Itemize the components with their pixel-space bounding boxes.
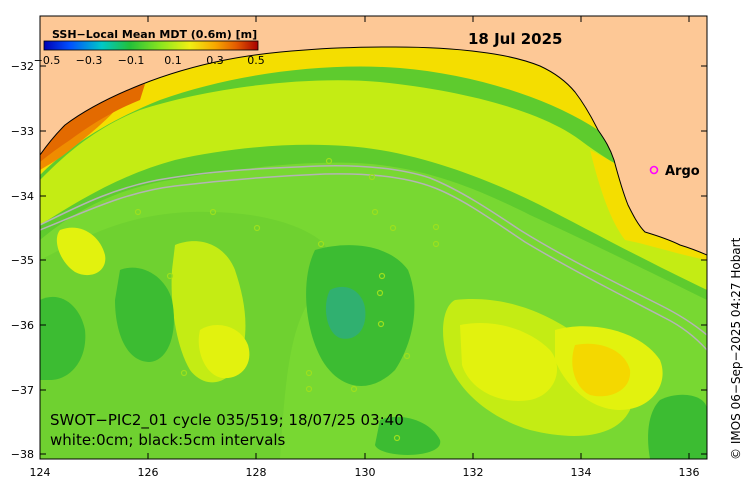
y-tick-label: −34 (11, 190, 34, 203)
y-axis: −32 −33 −34 −35 −36 −37 −38 (11, 60, 707, 461)
argo-float[interactable] (368, 173, 376, 181)
swath-track-1 (40, 165, 707, 336)
argo-float[interactable] (305, 385, 313, 393)
x-tick-label: 132 (463, 466, 484, 479)
argo-float[interactable] (134, 208, 142, 216)
anomaly-low-southeast (648, 394, 707, 459)
argo-float[interactable] (377, 320, 385, 328)
colorbar-title: SSH−Local Mean MDT (0.6m) [m] (52, 28, 257, 41)
argo-legend-icon (649, 165, 659, 175)
argo-float[interactable] (376, 289, 384, 297)
y-tick-label: −38 (11, 448, 34, 461)
imos-credit: © IMOS 06−Sep−2025 04:27 Hobart (729, 237, 743, 460)
argo-float[interactable] (393, 434, 401, 442)
x-axis: 124 126 128 130 132 134 136 (30, 16, 700, 479)
argo-float[interactable] (317, 240, 325, 248)
map-date: 18 Jul 2025 (468, 30, 562, 48)
y-tick-label: −37 (11, 384, 34, 397)
anomaly-blob-southeast-core (572, 343, 631, 397)
x-tick-label: 134 (571, 466, 592, 479)
swath-annotation-line1: SWOT−PIC2_01 cycle 035/519; 18/07/25 03:… (50, 411, 404, 430)
argo-float[interactable] (350, 385, 358, 393)
x-tick-label: 124 (30, 466, 51, 479)
colorbar-ramp (43, 40, 259, 51)
argo-float[interactable] (432, 223, 440, 231)
contour-band-red-orange (40, 84, 145, 162)
swath-track-2 (40, 173, 707, 351)
argo-float[interactable] (180, 369, 188, 377)
anomaly-blob-west-core (198, 325, 250, 379)
argo-float[interactable] (432, 240, 440, 248)
argo-float[interactable] (325, 157, 333, 165)
anomaly-low-south (375, 416, 441, 455)
contour-band-yellow-green (40, 80, 707, 290)
land-australia (40, 16, 707, 255)
colorbar: SSH−Local Mean MDT (0.6m) [m] −0.5 −0.3 … (34, 28, 265, 67)
argo-float[interactable] (209, 208, 217, 216)
argo-floats (134, 157, 440, 442)
anomaly-low-far-west (40, 296, 86, 380)
x-tick-label: 136 (679, 466, 700, 479)
swath-annotation-line2: white:0cm; black:5cm intervals (50, 431, 286, 449)
colorbar-tick: −0.1 (118, 54, 145, 67)
x-tick-label: 126 (138, 466, 159, 479)
argo-float[interactable] (166, 272, 174, 280)
y-tick-label: −32 (11, 60, 34, 73)
x-tick-label: 130 (355, 466, 376, 479)
argo-float[interactable] (305, 369, 313, 377)
argo-float[interactable] (389, 224, 397, 232)
anomaly-low-west (115, 267, 174, 362)
y-tick-label: −33 (11, 125, 34, 138)
colorbar-tick: 0.3 (206, 54, 224, 67)
argo-legend: Argo (649, 164, 700, 179)
x-tick-label: 128 (246, 466, 267, 479)
argo-float[interactable] (253, 224, 261, 232)
anomaly-low-central-core (325, 286, 366, 339)
argo-float[interactable] (371, 208, 379, 216)
map-plot-area (40, 16, 707, 459)
argo-legend-label: Argo (665, 164, 700, 179)
plot-border (39, 15, 708, 460)
y-tick-label: −36 (11, 319, 34, 332)
colorbar-tick: 0.1 (164, 54, 182, 67)
argo-float[interactable] (378, 272, 386, 280)
anomaly-blob-east-inner (460, 322, 558, 401)
contour-band-yellow (40, 43, 707, 200)
colorbar-tick: 0.5 (247, 54, 265, 67)
coastline (40, 46, 707, 256)
argo-float[interactable] (403, 352, 411, 360)
colorbar-tick: −0.5 (34, 54, 61, 67)
anomaly-blob-far-west (56, 227, 106, 276)
colorbar-tick: −0.3 (76, 54, 103, 67)
y-tick-label: −35 (11, 254, 34, 267)
